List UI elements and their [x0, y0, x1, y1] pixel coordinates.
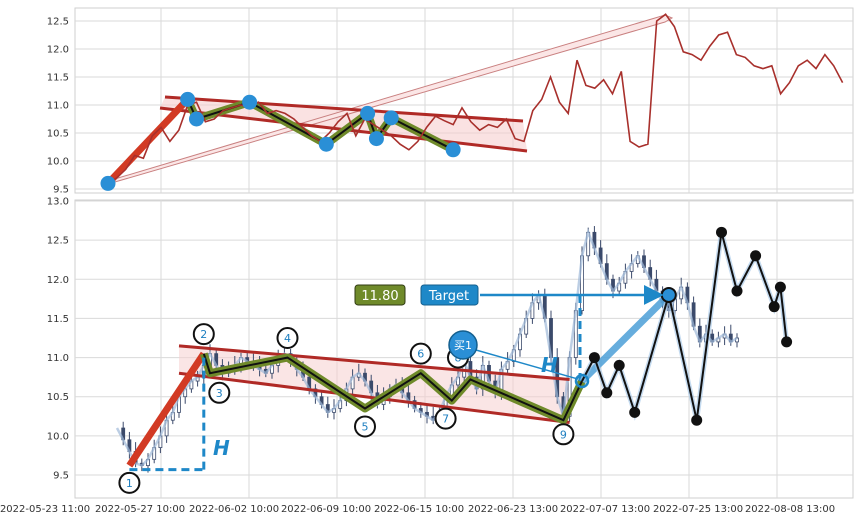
- entry-point: [574, 373, 590, 389]
- top-panel: 9.5 10.0 10.5 11.0 11.5 12.0 12.5: [47, 7, 854, 196]
- bottom-ytick-label: 10.0: [47, 431, 69, 442]
- pivot-label-4: 4: [284, 332, 291, 345]
- price-box-bg: [354, 284, 406, 306]
- pivot-label-6: 6: [417, 348, 424, 361]
- bottom-plot-area: 123456789: [115, 226, 793, 494]
- top-pivot-marker-3: [242, 94, 258, 110]
- projection-point-10: [774, 281, 786, 293]
- bottom-ytick-label: 12.5: [47, 236, 69, 247]
- bottom-ytick-label: 9.5: [53, 471, 69, 482]
- bottom-panel: 9.5 10.0 10.5 11.0 11.5 12.0 12.5 13.0 2022-05-2…: [0, 197, 854, 515]
- projection-point-7: [731, 285, 743, 297]
- projection-point-3: [629, 406, 641, 418]
- top-price-line: [107, 13, 844, 185]
- top-plot-area: [100, 13, 844, 191]
- projection-point-8: [750, 250, 762, 262]
- bottom-ytick-label: 13.0: [47, 197, 69, 208]
- target-label-bg: [420, 284, 479, 306]
- top-channel-upper: [164, 95, 524, 123]
- buy-marker-pointer: [475, 349, 579, 380]
- projection-point-6: [716, 226, 727, 238]
- pivot-label-circle-4: [276, 327, 299, 349]
- top-ytick-label: 10.5: [47, 129, 69, 140]
- pivot-label-circle-9: [552, 423, 575, 446]
- pivot-label-circle-7: [434, 407, 457, 430]
- h-label-left: H: [213, 436, 230, 460]
- top-pivot-marker-8: [445, 142, 461, 158]
- bottom-xtick-label: 2022-06-02 10:00: [189, 504, 279, 515]
- top-pivot-marker-6: [368, 131, 384, 147]
- projection-point-11: [781, 336, 793, 348]
- bottom-channel-upper: [178, 344, 570, 381]
- projection-point-5: [691, 414, 703, 426]
- bottom-xtick-label: 2022-08-08 13:00: [745, 504, 835, 515]
- bottom-ytick-label: 11.5: [47, 314, 69, 325]
- price-box: 11.80: [354, 284, 406, 306]
- pivot-label-circle-2: [192, 323, 215, 346]
- top-pivot-marker-0: [100, 175, 116, 191]
- pivot-label-circle-3: [208, 381, 231, 404]
- pivot-label-3: 3: [216, 387, 223, 400]
- top-impulse-leg: [105, 96, 191, 186]
- target-label-text: Target: [428, 289, 469, 304]
- pivot-label-1: 1: [126, 477, 133, 490]
- target-label-box: Target: [420, 284, 479, 306]
- h-label-right: H: [541, 353, 558, 377]
- bottom-ytick-label: 12.0: [47, 275, 69, 286]
- top-pivot-marker-4: [318, 136, 334, 152]
- bottom-ytick-label: 11.0: [47, 353, 69, 364]
- projection-point-2: [613, 359, 625, 371]
- pivot-label-2: 2: [200, 328, 207, 341]
- bottom-xtick-label: 2022-05-23 11:00: [0, 504, 90, 515]
- bottom-impulse-leg: [126, 351, 207, 468]
- top-ytick-label: 12.5: [47, 17, 69, 28]
- price-box-text: 11.80: [361, 289, 398, 304]
- projection-point-9: [768, 301, 780, 313]
- pivot-label-7: 7: [442, 413, 449, 426]
- top-pivot-marker-5: [360, 105, 376, 121]
- target-point: [660, 286, 677, 303]
- bottom-xtick-label: 2022-05-27 10:00: [95, 504, 185, 515]
- top-ytick-label: 11.0: [47, 101, 69, 112]
- buy-marker: 买1: [448, 330, 579, 380]
- top-ytick-label: 10.0: [47, 157, 69, 168]
- bottom-xtick-label: 2022-06-09 10:00: [281, 504, 371, 515]
- buy-marker-text: 买1: [454, 339, 472, 352]
- pivot-label-circle-6: [409, 342, 432, 365]
- projection-point-1: [601, 387, 613, 399]
- bottom-xtick-label: 2022-06-23 13:00: [468, 504, 558, 515]
- bottom-xtick-label: 2022-07-25 13:00: [653, 504, 743, 515]
- pivot-label-circle-1: [118, 471, 141, 494]
- top-pivot-marker-7: [383, 110, 399, 126]
- bottom-ytick-label: 10.5: [47, 392, 69, 403]
- top-pivot-marker-2: [189, 111, 204, 127]
- top-ytick-label: 9.5: [53, 185, 69, 196]
- bottom-wave-core: [202, 353, 583, 422]
- top-ytick-label: 12.0: [47, 45, 69, 56]
- pivot-label-circle-5: [354, 415, 376, 438]
- bottom-xtick-label: 2022-07-07 13:00: [560, 504, 650, 515]
- top-pivot-marker-1: [180, 91, 196, 107]
- bottom-xtick-label: 2022-06-15 10:00: [374, 504, 464, 515]
- pivot-label-9: 9: [560, 428, 567, 441]
- projection-point-0: [588, 352, 600, 364]
- buy-marker-circle: [448, 330, 478, 360]
- top-ytick-label: 11.5: [47, 73, 69, 84]
- pivot-label-5: 5: [362, 420, 369, 433]
